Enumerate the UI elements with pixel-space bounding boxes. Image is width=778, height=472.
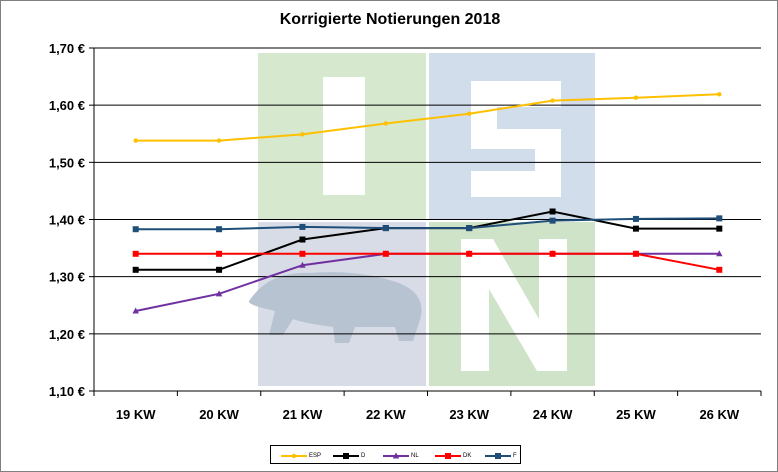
legend-item-d: D — [333, 446, 365, 465]
data-point — [299, 236, 306, 243]
data-point — [632, 215, 639, 222]
series-line — [135, 210, 720, 271]
data-point — [299, 223, 306, 230]
y-tick-label: 1,20 € — [49, 327, 85, 342]
series-nl — [132, 250, 723, 314]
legend-swatch — [281, 453, 307, 458]
series-line — [135, 252, 720, 312]
watermark-letter-s — [471, 81, 561, 197]
series-line — [135, 252, 720, 271]
data-point — [132, 226, 139, 233]
data-point — [343, 452, 349, 459]
data-point — [132, 307, 139, 314]
y-tick-labels: 1,70 € 1,60 € 1,50 € 1,40 € 1,30 € 1,20 € 1,10… — [49, 41, 85, 399]
watermark-pig-icon — [248, 272, 422, 343]
legend-label: NL — [411, 452, 419, 459]
y-tick-label: 1,70 € — [49, 41, 85, 56]
data-point — [133, 138, 138, 143]
x-tick-label: 25 KW — [616, 407, 656, 422]
data-point — [382, 250, 389, 257]
data-point — [216, 266, 223, 273]
data-point — [495, 452, 501, 459]
series-f — [132, 215, 723, 233]
legend-swatch — [485, 452, 511, 459]
data-point — [716, 266, 723, 273]
data-point — [549, 208, 556, 215]
series-dk — [132, 250, 723, 273]
data-point — [216, 138, 222, 143]
chart-title: Korrigierte Notierungen 2018 — [279, 11, 501, 28]
data-point — [445, 452, 451, 459]
data-point — [466, 111, 472, 116]
x-tick-label: 24 KW — [533, 407, 573, 422]
y-tick-label: 1,60 € — [49, 98, 85, 113]
legend-label: ESP — [309, 452, 322, 459]
data-point — [215, 290, 223, 297]
y-tick-label: 1,30 € — [49, 270, 85, 285]
data-point — [382, 225, 389, 232]
legend-item-nl: NL — [383, 446, 419, 465]
legend: ESP D NL DK F — [270, 445, 521, 464]
data-point — [300, 132, 305, 137]
data-point — [716, 225, 723, 232]
data-point — [392, 452, 400, 458]
legend-item-esp: ESP — [281, 446, 321, 465]
legend-label: DK — [463, 452, 472, 459]
series-esp — [133, 92, 722, 143]
series-line — [135, 93, 720, 142]
data-point — [216, 250, 223, 257]
data-point — [216, 226, 223, 233]
y-tick-label: 1,50 € — [49, 155, 85, 170]
x-tick-label: 19 KW — [116, 407, 156, 422]
legend-swatch — [333, 452, 359, 459]
data-point — [299, 250, 306, 257]
data-point — [716, 250, 723, 257]
data-point — [632, 250, 639, 257]
data-point — [466, 225, 473, 232]
x-tick-label: 20 KW — [199, 407, 239, 422]
line-chart: 1,70 € 1,60 € 1,50 € 1,40 € 1,30 € 1,20 € 1,10… — [49, 41, 762, 422]
series-lines — [132, 92, 723, 314]
data-point — [633, 95, 639, 100]
legend-item-f: F — [485, 446, 517, 465]
x-tick-label: 23 KW — [449, 407, 489, 422]
legend-item-dk: DK — [435, 446, 471, 465]
data-point — [632, 225, 639, 232]
data-point — [132, 250, 139, 257]
x-tick-labels: 19 KW 20 KW 21 KW 22 KW 23 KW 24 KW 25 KW 26 KW — [116, 407, 740, 422]
watermark-letter-i — [323, 77, 365, 195]
y-tick-label: 1,10 € — [49, 384, 85, 399]
legend-swatch — [383, 452, 409, 458]
series-line — [135, 217, 720, 231]
x-tick-label: 26 KW — [699, 407, 739, 422]
data-point — [549, 250, 556, 257]
x-tick-label: 22 KW — [366, 407, 406, 422]
data-point — [466, 250, 473, 257]
data-point — [549, 217, 556, 224]
y-tick-label: 1,40 € — [49, 213, 85, 228]
data-point — [132, 266, 139, 273]
grid-lines — [94, 47, 761, 335]
x-tick-label: 21 KW — [283, 407, 323, 422]
legend-label: D — [361, 452, 366, 459]
data-point — [299, 261, 306, 268]
data-point — [717, 92, 722, 97]
watermark-letter-n — [461, 239, 567, 371]
data-point — [716, 215, 723, 222]
axes — [89, 47, 762, 396]
data-point — [383, 121, 389, 126]
data-point — [291, 453, 297, 458]
data-point — [550, 98, 555, 103]
legend-swatch — [435, 452, 461, 459]
legend-label: F — [513, 452, 517, 459]
